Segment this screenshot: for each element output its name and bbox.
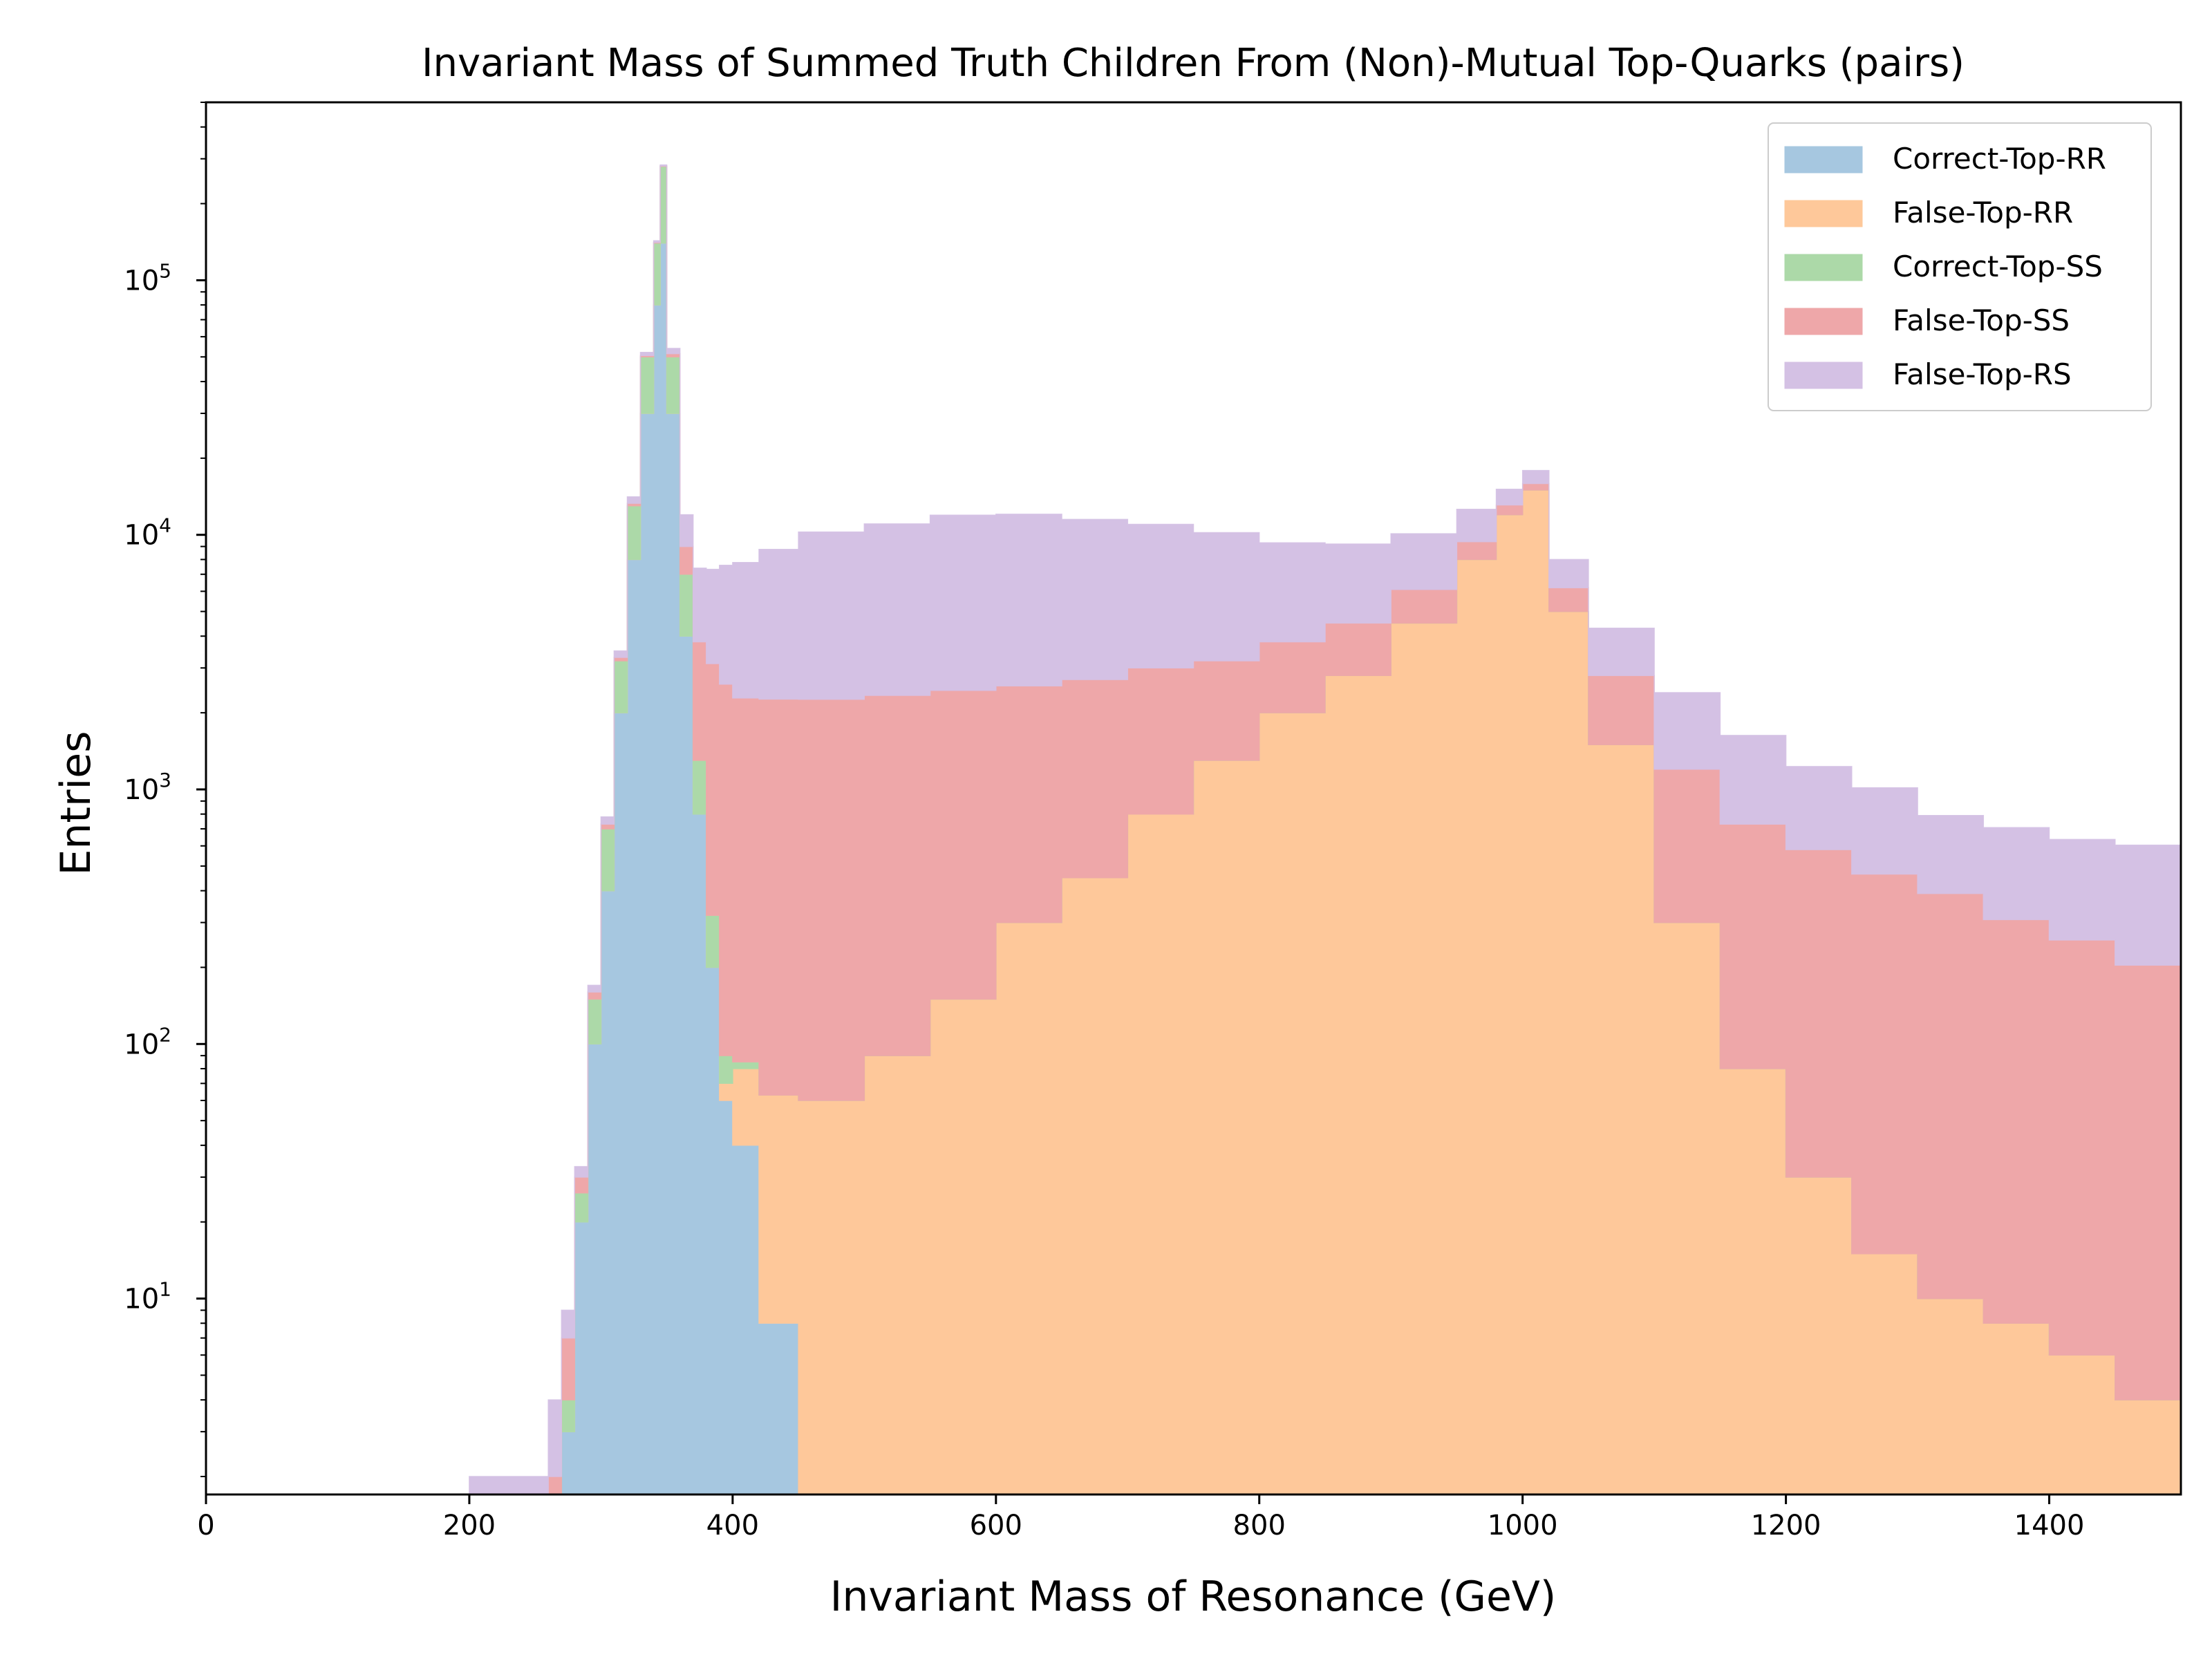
legend-box — [1768, 122, 2152, 411]
legend-label: False-Top-RS — [1893, 357, 2072, 391]
legend-label: False-Top-SS — [1893, 303, 2070, 337]
series-area-false-top-rs — [469, 164, 2181, 1494]
y-axis-title: Entries — [52, 731, 100, 876]
plot-frame — [205, 101, 2182, 1496]
legend-swatch — [1784, 362, 1863, 389]
legend-swatch — [1784, 146, 1863, 174]
x-axis-title: Invariant Mass of Resonance (GeV) — [830, 1573, 1557, 1621]
x-tick-label: 200 — [443, 1510, 496, 1541]
chart-title: Invariant Mass of Summed Truth Children … — [422, 41, 1965, 86]
legend-label: Correct-Top-SS — [1893, 250, 2103, 283]
x-tick-label: 400 — [706, 1510, 759, 1541]
legend-swatch — [1784, 200, 1863, 227]
x-tick-label: 800 — [1233, 1510, 1286, 1541]
y-tick-label: 105 — [124, 259, 171, 297]
legend-label: False-Top-RR — [1893, 196, 2073, 229]
y-tick-label: 104 — [124, 514, 171, 552]
x-tick-label: 600 — [970, 1510, 1022, 1541]
legend: Correct-Top-RR False-Top-RR Correct-Top-SS… — [1768, 122, 2152, 411]
series-group — [469, 164, 2181, 1494]
plot-area — [469, 164, 2181, 1494]
legend-label: Correct-Top-RR — [1893, 142, 2106, 176]
legend-swatch — [1784, 254, 1863, 281]
y-tick-label: 101 — [124, 1278, 171, 1315]
x-tick-label: 0 — [197, 1510, 214, 1541]
axes: 0 200 400 600 800 1000 1200 1400 101 102 103 104 105 — [124, 101, 2182, 1541]
x-tick-label: 1400 — [2014, 1510, 2085, 1541]
legend-swatch — [1784, 308, 1863, 335]
x-tick-label: 1000 — [1488, 1510, 1558, 1541]
y-tick-label: 103 — [124, 769, 171, 806]
y-tick-label: 102 — [124, 1023, 171, 1060]
x-tick-label: 1200 — [1751, 1510, 1821, 1541]
